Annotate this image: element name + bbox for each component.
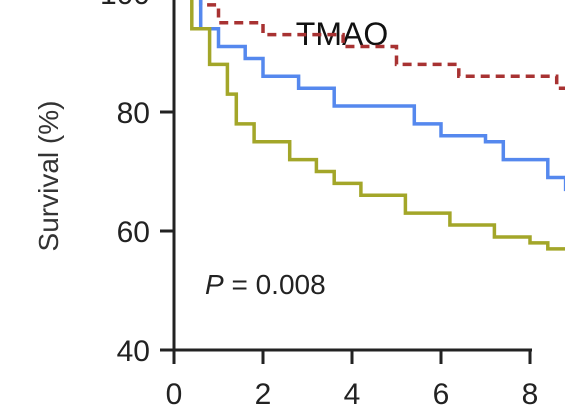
y-tick-label: 60 [117,216,150,249]
x-tick-label: 8 [522,378,539,411]
series-line-olive [190,0,565,251]
p-value-annotation: P = 0.008 [205,269,326,300]
p-value-symbol: P [205,269,224,300]
x-tick-group: 0 2 4 6 8 [166,350,539,411]
y-tick-label: 100 [100,0,150,11]
x-tick-label: 0 [166,378,183,411]
chart-title: TMAO [296,16,388,52]
y-tick-group: 40 60 80 100 [100,0,174,368]
y-axis-title: Survival (%) [33,101,64,252]
p-value-text: = 0.008 [224,269,326,300]
y-tick-label: 40 [117,335,150,368]
x-tick-label: 6 [433,378,450,411]
x-tick-label: 2 [255,378,272,411]
series-line-blue [198,0,565,192]
x-tick-label: 4 [344,378,361,411]
y-tick-label: 80 [117,97,150,130]
